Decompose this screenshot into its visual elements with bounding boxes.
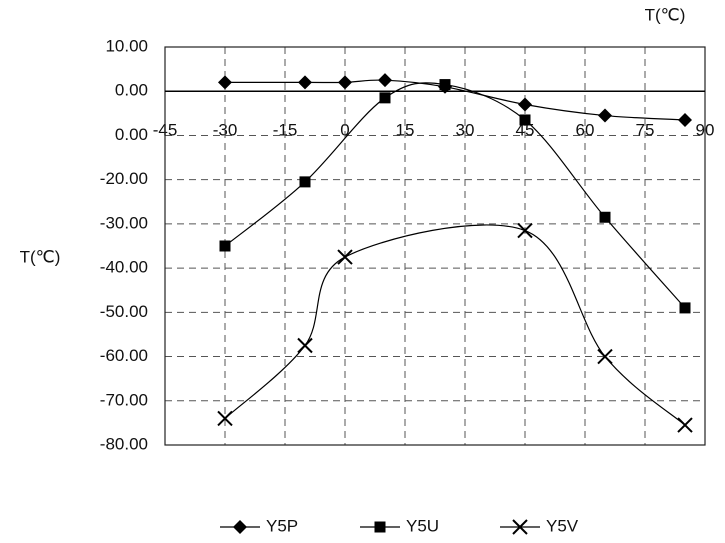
y-tick-label: 10.00 <box>105 36 148 55</box>
y-tick-label: -80.00 <box>100 434 148 453</box>
marker <box>439 79 451 91</box>
marker <box>217 410 233 427</box>
marker <box>378 73 392 88</box>
x-tick-label: -15 <box>273 121 298 140</box>
legend-marker <box>512 519 528 535</box>
x-tick-label: 0 <box>340 121 349 140</box>
marker <box>218 75 232 90</box>
y-tick-label: -50.00 <box>100 302 148 321</box>
x-tick-label: 60 <box>576 121 595 140</box>
marker <box>379 92 391 104</box>
y-tick-label: 0.00 <box>115 125 148 144</box>
marker <box>597 348 613 365</box>
legend-label: Y5P <box>266 516 298 535</box>
legend-marker <box>233 520 247 534</box>
marker <box>518 97 532 112</box>
marker <box>338 75 352 90</box>
marker <box>299 176 311 188</box>
x-tick-label: 75 <box>636 121 655 140</box>
marker <box>297 337 313 354</box>
marker <box>599 211 611 223</box>
x-tick-label: 30 <box>456 121 475 140</box>
x-tick-label: 15 <box>396 121 415 140</box>
marker <box>678 112 692 127</box>
plot-border <box>164 46 706 446</box>
x-axis-title: T(℃) <box>645 5 686 24</box>
y-tick-label: 0.00 <box>115 81 148 100</box>
legend-label: Y5U <box>406 516 439 535</box>
legend-marker <box>374 521 386 533</box>
marker <box>677 417 693 433</box>
y-tick-label: -20.00 <box>100 169 148 188</box>
x-tick-label: -30 <box>213 121 238 140</box>
series-line <box>224 224 686 426</box>
y-tick-label: -30.00 <box>100 213 148 232</box>
marker <box>219 240 231 252</box>
marker <box>337 249 353 265</box>
y-tick-label: -40.00 <box>100 258 148 277</box>
marker <box>598 108 612 123</box>
marker <box>517 222 533 239</box>
legend-label: Y5V <box>546 516 579 535</box>
marker <box>679 302 691 314</box>
y-tick-label: -60.00 <box>100 346 148 365</box>
y-tick-label: -70.00 <box>100 390 148 409</box>
y-axis-title: T(℃) <box>20 247 61 266</box>
marker <box>519 114 531 126</box>
marker <box>298 75 312 90</box>
